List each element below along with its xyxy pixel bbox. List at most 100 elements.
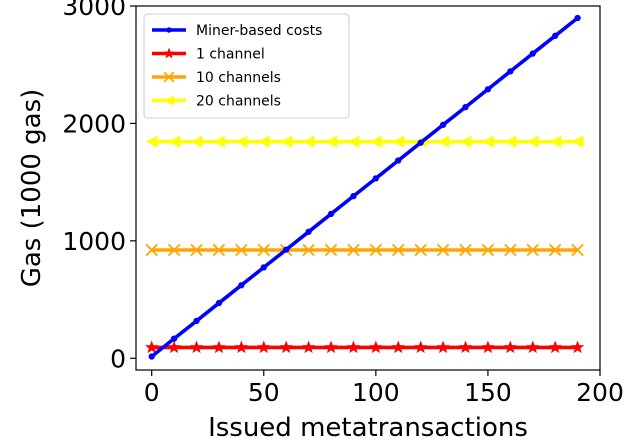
x-tick-label: 100	[352, 378, 400, 407]
data-point	[459, 135, 472, 148]
data-point	[459, 243, 472, 257]
data-point	[436, 340, 450, 354]
data-point	[302, 243, 315, 257]
legend-label: 1 channel	[196, 47, 265, 63]
x-tick-label: 150	[464, 378, 512, 407]
legend-label: 20 channels	[196, 94, 281, 110]
data-point	[257, 135, 270, 148]
data-point	[395, 157, 402, 164]
series-3	[145, 135, 584, 148]
data-point	[458, 340, 473, 354]
y-tick-label: 0	[110, 344, 126, 373]
data-point	[437, 135, 450, 148]
data-point	[235, 243, 248, 257]
series-2	[145, 243, 584, 257]
data-point	[305, 228, 312, 235]
data-point	[507, 68, 514, 75]
data-point	[372, 175, 379, 182]
data-point	[391, 340, 405, 354]
legend-swatch-marker	[163, 47, 175, 59]
data-point	[212, 135, 225, 148]
data-point	[552, 32, 559, 39]
data-point	[189, 340, 204, 354]
data-point	[414, 340, 428, 354]
data-point	[215, 299, 223, 307]
data-point	[190, 135, 203, 148]
data-point	[529, 50, 536, 57]
data-point	[234, 340, 249, 354]
data-point	[167, 243, 181, 257]
data-point	[302, 135, 315, 148]
data-point	[145, 135, 158, 148]
data-point	[148, 353, 155, 360]
data-point	[504, 243, 517, 257]
legend-swatch-marker	[166, 27, 172, 33]
legend-label: Miner-based costs	[196, 23, 322, 39]
data-point	[145, 340, 159, 354]
data-point	[327, 210, 335, 218]
data-point	[481, 340, 495, 354]
data-point	[392, 243, 405, 257]
data-point	[369, 340, 383, 354]
legend-box	[143, 13, 350, 119]
series-1	[145, 340, 585, 354]
data-point	[346, 340, 361, 354]
data-point	[526, 340, 540, 354]
data-point	[212, 243, 226, 257]
data-point	[260, 264, 267, 271]
data-point	[436, 243, 450, 257]
y-tick-label: 2000	[62, 109, 126, 138]
data-point	[392, 135, 405, 148]
data-point	[503, 340, 517, 354]
data-point	[280, 135, 293, 148]
data-point	[574, 14, 581, 22]
data-point	[193, 317, 200, 325]
x-tick-label: 200	[576, 378, 624, 407]
plot-frame	[135, 5, 601, 371]
data-point	[324, 243, 338, 257]
data-point	[279, 340, 293, 354]
y-tick-label: 1000	[62, 227, 126, 256]
data-point	[347, 243, 360, 257]
data-point	[301, 340, 316, 354]
data-point	[369, 135, 382, 148]
data-point	[548, 340, 562, 354]
data-point	[167, 340, 181, 354]
legend-swatch-marker	[163, 95, 175, 106]
legend-swatch-marker	[163, 71, 175, 83]
data-point	[257, 243, 271, 257]
data-point	[238, 282, 245, 289]
legend-label: 10 channels	[196, 70, 281, 86]
y-tick-label: 3000	[62, 0, 126, 21]
data-point	[549, 135, 562, 148]
data-point	[526, 243, 539, 257]
data-point	[170, 335, 178, 342]
data-point	[257, 340, 271, 354]
data-point	[235, 135, 248, 148]
data-point	[414, 243, 427, 257]
x-axis-label: Issued metatransactions	[208, 413, 528, 443]
data-point	[324, 340, 338, 354]
data-point	[571, 243, 584, 257]
data-point	[570, 340, 585, 354]
data-point	[347, 135, 360, 148]
data-point	[439, 121, 447, 128]
data-point	[417, 139, 424, 146]
data-point	[168, 135, 181, 148]
legend: Miner-based costs 1 channel 10 channels 20 …	[143, 13, 350, 119]
series-0	[148, 14, 581, 360]
series-layer	[145, 14, 585, 360]
series-line	[150, 16, 579, 358]
data-point	[462, 103, 469, 111]
data-point	[526, 135, 539, 148]
data-point	[145, 243, 158, 257]
y-axis-label: Gas (1000 gas)	[17, 89, 47, 288]
data-point	[190, 243, 203, 257]
data-point	[504, 135, 517, 148]
data-point	[350, 192, 357, 200]
data-point	[484, 86, 492, 93]
data-point	[325, 135, 337, 148]
data-point	[283, 246, 290, 253]
